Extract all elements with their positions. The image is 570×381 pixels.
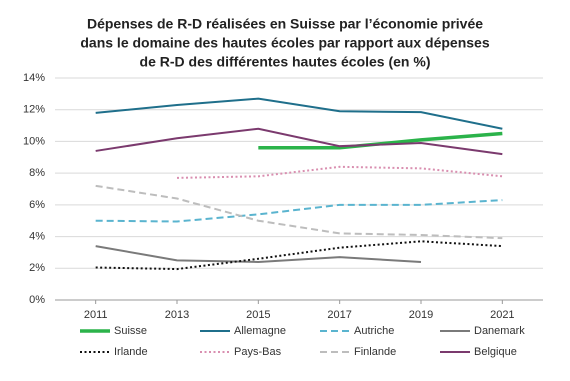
y-tick-label: 2% <box>29 262 45 274</box>
legend-label: Pays-Bas <box>234 346 282 358</box>
legend-label: Suisse <box>114 325 147 337</box>
y-tick-label: 12% <box>23 104 45 116</box>
series-line <box>95 199 503 223</box>
series-line <box>176 165 503 179</box>
chart-title: de R-D des différentes hautes écoles (en… <box>140 54 431 70</box>
y-tick-label: 8% <box>29 167 45 179</box>
legend-label: Belgique <box>474 346 517 358</box>
x-tick-label: 2015 <box>246 309 270 321</box>
x-tick-label: 2017 <box>327 309 351 321</box>
y-tick-label: 10% <box>23 135 45 147</box>
x-tick-label: 2011 <box>84 309 108 321</box>
x-tick-label: 2019 <box>409 309 433 321</box>
y-tick-label: 4% <box>29 230 45 242</box>
x-tick-label: 2013 <box>165 309 189 321</box>
legend-label: Danemark <box>474 325 525 337</box>
y-tick-label: 14% <box>23 72 45 84</box>
legend-label: Autriche <box>354 325 394 337</box>
series-line <box>95 240 503 271</box>
chart-title: Dépenses de R-D réalisées en Suisse par … <box>87 16 483 32</box>
chart-title: dans le domaine des hautes écoles par ra… <box>80 35 489 51</box>
legend-label: Irlande <box>114 346 148 358</box>
series-line <box>95 184 503 240</box>
series-line <box>95 97 503 130</box>
legend-label: Finlande <box>354 346 396 358</box>
x-tick-label: 2021 <box>490 309 514 321</box>
legend-label: Allemagne <box>234 325 286 337</box>
series-line <box>95 245 422 263</box>
y-tick-label: 6% <box>29 199 45 211</box>
y-tick-label: 0% <box>29 294 45 306</box>
series-line <box>95 127 503 156</box>
